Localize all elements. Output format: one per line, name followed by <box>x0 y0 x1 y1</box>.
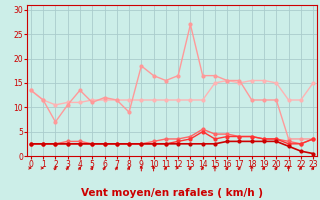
Text: Vent moyen/en rafales ( km/h ): Vent moyen/en rafales ( km/h ) <box>81 188 263 198</box>
